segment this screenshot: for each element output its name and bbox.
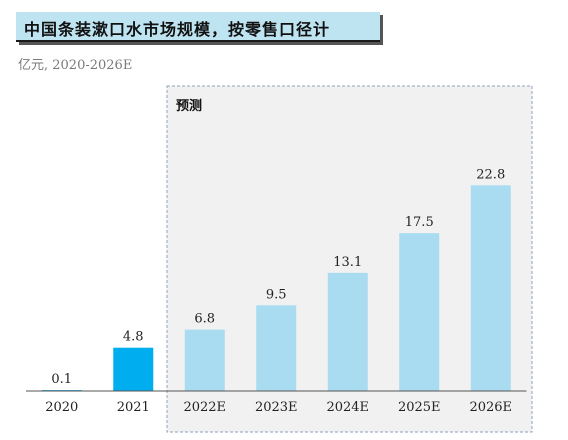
category-label-2023E: 2023E bbox=[255, 400, 298, 415]
bar-2023E bbox=[256, 305, 297, 391]
title-banner: 中国条装漱口水市场规模，按零售口径计 bbox=[16, 12, 380, 42]
bar-2021 bbox=[113, 347, 154, 391]
chart-subtitle: 亿元, 2020-2026E bbox=[18, 58, 133, 73]
value-label-2022E: 6.8 bbox=[194, 312, 215, 327]
forecast-label: 预测 bbox=[176, 98, 202, 114]
category-label-2024E: 2024E bbox=[326, 400, 369, 415]
value-label-2024E: 13.1 bbox=[333, 255, 362, 270]
category-label-2020: 2020 bbox=[45, 400, 78, 415]
category-label-2026E: 2026E bbox=[469, 400, 512, 415]
bar-2024E bbox=[327, 272, 368, 391]
category-label-2025E: 2025E bbox=[398, 400, 441, 415]
bar-2026E bbox=[470, 185, 511, 391]
category-label-2021: 2021 bbox=[117, 400, 150, 415]
value-label-2023E: 9.5 bbox=[266, 287, 287, 302]
value-label-2025E: 17.5 bbox=[405, 215, 434, 230]
bar-2025E bbox=[399, 233, 440, 391]
value-label-2020: 0.1 bbox=[51, 372, 72, 387]
chart-title: 中国条装漱口水市场规模，按零售口径计 bbox=[24, 20, 331, 39]
value-label-2021: 4.8 bbox=[123, 330, 144, 345]
bar-2022E bbox=[184, 329, 225, 391]
category-label-2022E: 2022E bbox=[183, 400, 226, 415]
value-label-2026E: 22.8 bbox=[476, 167, 505, 182]
